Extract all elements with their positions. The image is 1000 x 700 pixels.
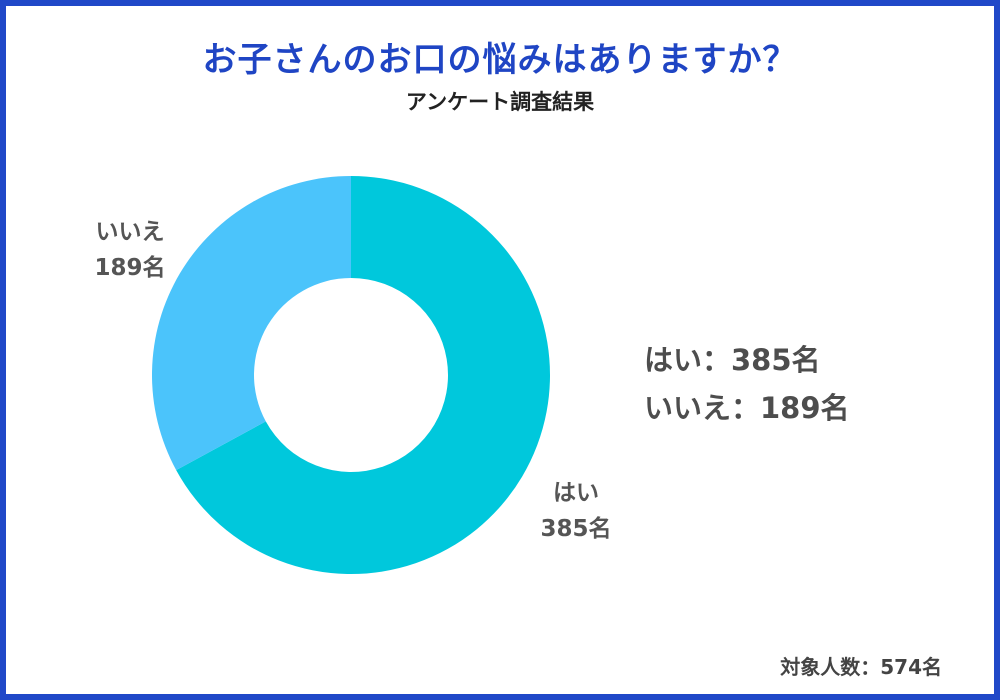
- slice-label-no-line-2: 189名: [94, 254, 165, 281]
- summary-line-no: いいえ：189名: [644, 391, 850, 425]
- summary-box: はい：385名 いいえ：189名: [644, 336, 850, 432]
- donut-chart: はい 385名 いいえ 189名: [94, 176, 612, 574]
- summary-line-yes: はい：385名: [644, 343, 821, 377]
- sample-size-note: 対象人数：574名: [780, 655, 942, 679]
- slice-label-yes-line-1: はい: [553, 480, 599, 506]
- pie-slice-no: [151, 176, 351, 471]
- slice-label-yes: はい 385名: [540, 480, 611, 542]
- pie-slice-yes: [176, 176, 550, 574]
- slice-label-no: いいえ 189名: [94, 219, 165, 281]
- slice-label-no-line-1: いいえ: [96, 219, 165, 245]
- chart-title: お子さんのお口の悩みはありますか？: [202, 40, 798, 80]
- chart-subtitle: アンケート調査結果: [405, 90, 595, 114]
- slice-label-yes-line-2: 385名: [540, 515, 611, 542]
